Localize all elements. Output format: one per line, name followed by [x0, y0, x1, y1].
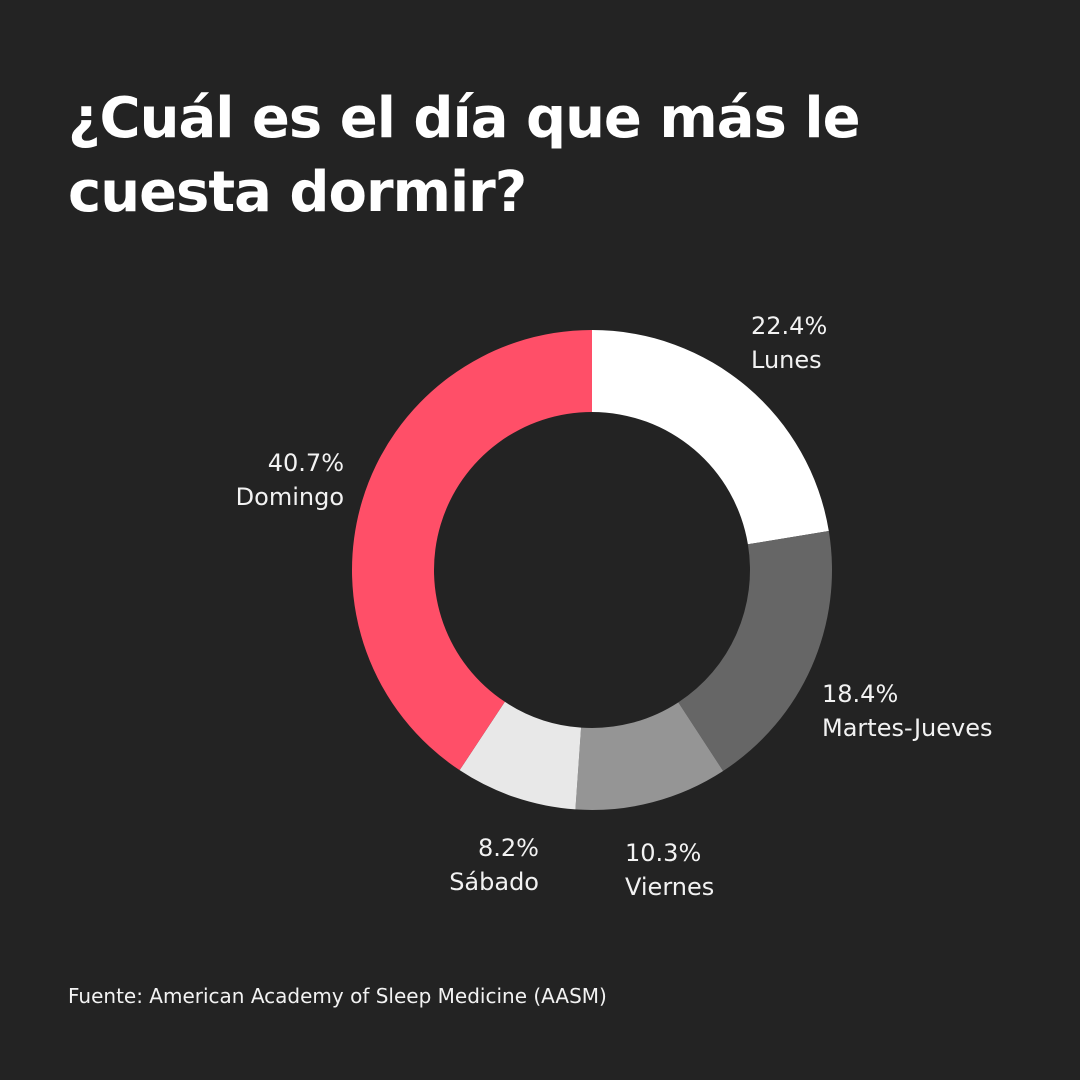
slice-label-martes-jueves: 18.4% Martes-Jueves: [822, 677, 992, 745]
slice-name-sabado: Sábado: [449, 868, 539, 896]
slice-label-viernes: 10.3% Viernes: [625, 836, 714, 904]
slice-name-viernes: Viernes: [625, 873, 715, 901]
slice-name-lunes: Lunes: [751, 346, 822, 374]
slice-name-martes-jueves: Martes-Jueves: [822, 714, 993, 742]
donut-slice-lunes: [592, 330, 829, 545]
slice-label-domingo: 40.7% Domingo: [236, 446, 344, 514]
source-note: Fuente: American Academy of Sleep Medici…: [68, 984, 607, 1008]
slice-value-lunes: 22.4%: [751, 312, 828, 340]
chart-title: ¿Cuál es el día que más le cuesta dormir…: [68, 86, 861, 225]
slice-value-martes-jueves: 18.4%: [822, 680, 899, 708]
donut-slice-martes-jueves: [678, 530, 832, 772]
slice-label-sabado: 8.2% Sábado: [449, 831, 539, 899]
slice-value-domingo: 40.7%: [267, 449, 344, 477]
donut-slice-sabado: [459, 701, 582, 810]
donut-slice-domingo: [352, 330, 592, 771]
slice-value-sabado: 8.2%: [478, 834, 539, 862]
donut-slice-viernes: [575, 702, 724, 810]
slice-label-lunes: 22.4% Lunes: [751, 309, 827, 377]
slice-value-viernes: 10.3%: [625, 839, 702, 867]
slice-name-domingo: Domingo: [235, 483, 344, 511]
